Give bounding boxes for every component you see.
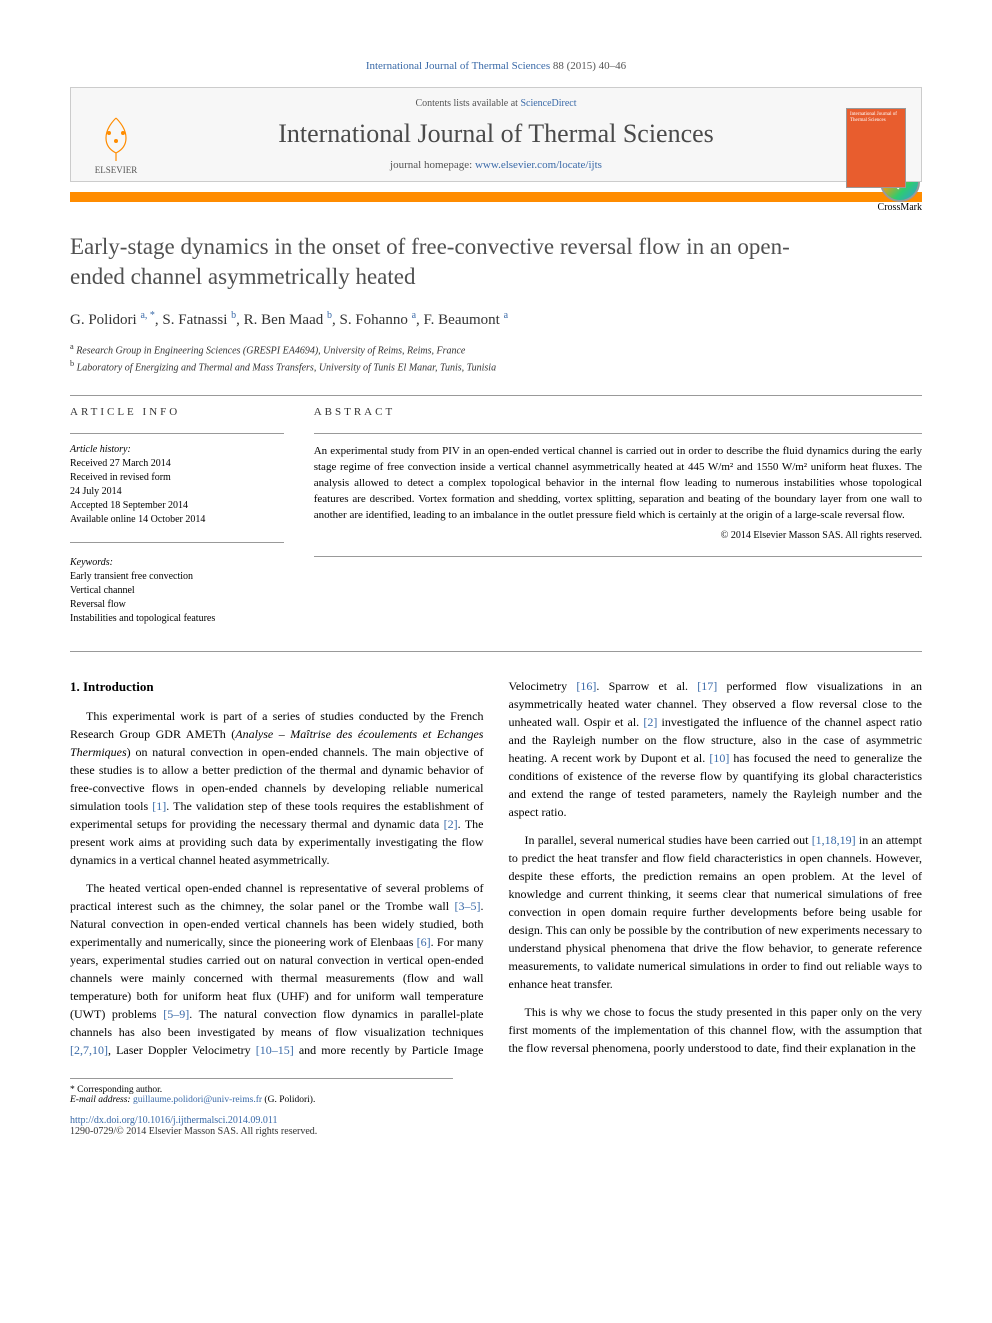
corresponding-author-footnote: * Corresponding author. E-mail address: … bbox=[70, 1078, 453, 1105]
abstract-block: ABSTRACT An experimental study from PIV … bbox=[314, 406, 922, 626]
abstract-label: ABSTRACT bbox=[314, 406, 922, 418]
keywords-label: Keywords: bbox=[70, 557, 284, 568]
article-info-block: ARTICLE INFO Article history: Received 2… bbox=[70, 406, 284, 626]
history-line: Received in revised form bbox=[70, 471, 284, 485]
divider bbox=[70, 395, 922, 396]
journal-title: International Journal of Thermal Science… bbox=[71, 119, 921, 149]
citation-ref[interactable]: [2] bbox=[643, 715, 657, 729]
keyword: Vertical channel bbox=[70, 584, 284, 598]
cover-text: International Journal of Thermal Science… bbox=[850, 112, 902, 124]
citation-header: International Journal of Thermal Science… bbox=[70, 60, 922, 72]
doi-link[interactable]: http://dx.doi.org/10.1016/j.ijthermalsci… bbox=[70, 1115, 278, 1126]
citation-ref[interactable]: [5–9] bbox=[163, 1007, 189, 1021]
issn-line: 1290-0729/© 2014 Elsevier Masson SAS. Al… bbox=[70, 1126, 317, 1137]
citation-vol: 88 (2015) 40–46 bbox=[553, 60, 626, 72]
crossmark-label: CrossMark bbox=[878, 202, 922, 213]
corr-line: * Corresponding author. bbox=[70, 1085, 453, 1095]
article-info-label: ARTICLE INFO bbox=[70, 406, 284, 418]
citation-ref[interactable]: [1] bbox=[152, 799, 166, 813]
divider bbox=[70, 651, 922, 652]
email-link[interactable]: guillaume.polidori@univ-reims.fr bbox=[133, 1095, 262, 1105]
abstract-text: An experimental study from PIV in an ope… bbox=[314, 444, 922, 524]
section-heading: 1. Introduction bbox=[70, 677, 484, 697]
homepage-pre: journal homepage: bbox=[390, 159, 475, 171]
sciencedirect-link[interactable]: ScienceDirect bbox=[520, 98, 576, 109]
homepage-line: journal homepage: www.elsevier.com/locat… bbox=[71, 159, 921, 171]
body-text: 1. Introduction This experimental work i… bbox=[70, 677, 922, 1063]
affiliation-b: b Laboratory of Energizing and Thermal a… bbox=[70, 358, 922, 375]
keyword: Reversal flow bbox=[70, 598, 284, 612]
history-line: Available online 14 October 2014 bbox=[70, 513, 284, 527]
history-label: Article history: bbox=[70, 444, 284, 455]
meta-row: ARTICLE INFO Article history: Received 2… bbox=[70, 406, 922, 626]
citation-ref[interactable]: [16] bbox=[576, 679, 596, 693]
citation-ref[interactable]: [3–5] bbox=[455, 899, 481, 913]
citation-ref[interactable]: [1,18,19] bbox=[812, 833, 856, 847]
citation-ref[interactable]: [6] bbox=[417, 935, 431, 949]
journal-banner: ELSEVIER International Journal of Therma… bbox=[70, 87, 922, 182]
paragraph: In parallel, several numerical studies h… bbox=[509, 831, 923, 993]
homepage-link[interactable]: www.elsevier.com/locate/ijts bbox=[475, 159, 602, 171]
divider bbox=[70, 433, 284, 434]
citation-ref[interactable]: [2] bbox=[444, 817, 458, 831]
history-line: Accepted 18 September 2014 bbox=[70, 499, 284, 513]
divider bbox=[314, 556, 922, 557]
elsevier-tree-icon bbox=[91, 113, 141, 163]
elsevier-logo[interactable]: ELSEVIER bbox=[86, 113, 146, 183]
journal-cover-thumbnail[interactable]: International Journal of Thermal Science… bbox=[846, 108, 906, 188]
citation-ref[interactable]: [10] bbox=[709, 751, 729, 765]
article-title: Early-stage dynamics in the onset of fre… bbox=[70, 232, 922, 292]
citation-ref[interactable]: [10–15] bbox=[256, 1043, 294, 1057]
page-footer: http://dx.doi.org/10.1016/j.ijthermalsci… bbox=[70, 1115, 922, 1137]
publisher-name: ELSEVIER bbox=[86, 165, 146, 175]
affiliations: a Research Group in Engineering Sciences… bbox=[70, 341, 922, 376]
orange-divider-bar bbox=[70, 192, 922, 202]
paragraph: This experimental work is part of a seri… bbox=[70, 707, 484, 869]
history-line: 24 July 2014 bbox=[70, 485, 284, 499]
paragraph: This is why we chose to focus the study … bbox=[509, 1003, 923, 1057]
email-line: E-mail address: guillaume.polidori@univ-… bbox=[70, 1095, 453, 1105]
authors-line: G. Polidori a, *, S. Fatnassi b, R. Ben … bbox=[70, 310, 922, 329]
affiliation-a: a Research Group in Engineering Sciences… bbox=[70, 341, 922, 358]
abstract-copyright: © 2014 Elsevier Masson SAS. All rights r… bbox=[314, 530, 922, 541]
history-line: Received 27 March 2014 bbox=[70, 457, 284, 471]
contents-line: Contents lists available at ScienceDirec… bbox=[71, 98, 921, 109]
citation-ref[interactable]: [17] bbox=[697, 679, 717, 693]
page-container: International Journal of Thermal Science… bbox=[0, 0, 992, 1177]
keyword: Instabilities and topological features bbox=[70, 612, 284, 626]
keyword: Early transient free convection bbox=[70, 570, 284, 584]
divider bbox=[314, 433, 922, 434]
contents-pre: Contents lists available at bbox=[415, 98, 520, 109]
divider bbox=[70, 542, 284, 543]
citation-ref[interactable]: [2,7,10] bbox=[70, 1043, 108, 1057]
citation-journal: International Journal of Thermal Science… bbox=[366, 60, 550, 72]
